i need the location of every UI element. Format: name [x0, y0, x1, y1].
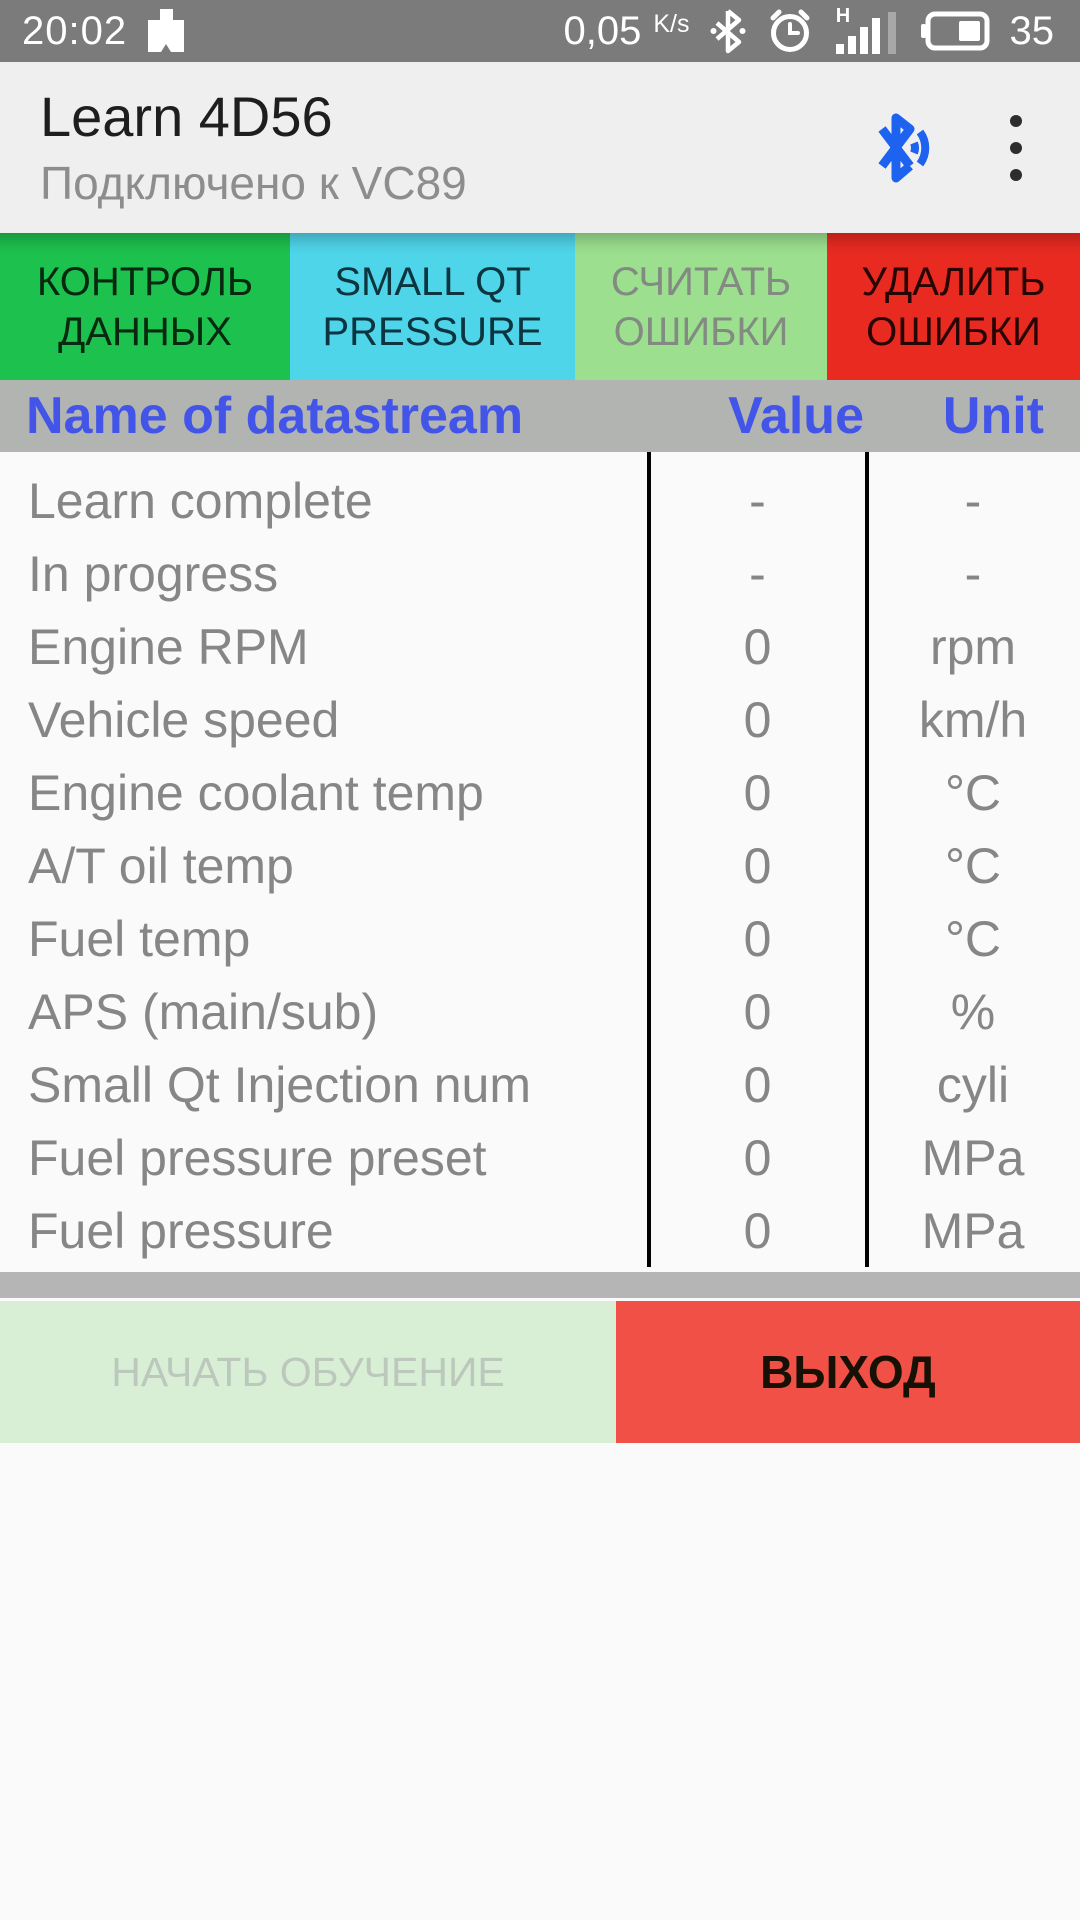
overflow-menu-button[interactable] — [1008, 105, 1024, 191]
column-divider — [647, 452, 651, 1267]
datastream-table-body: Learn complete - - In progress - - Engin… — [0, 452, 1080, 1267]
tab-bar: КОНТРОЛЬ ДАННЫХ SMALL QT PRESSURE СЧИТАТ… — [0, 233, 1080, 380]
datastream-value: - — [749, 545, 766, 602]
net-speed-unit: K/s — [653, 9, 690, 38]
column-divider — [865, 452, 869, 1267]
datastream-unit: °C — [944, 910, 1002, 967]
net-speed: 0,05 — [563, 8, 642, 53]
datastream-value: 0 — [743, 691, 772, 748]
tab-clear-errors[interactable]: УДАЛИТЬ ОШИБКИ — [827, 233, 1080, 380]
datastream-value: 0 — [743, 910, 772, 967]
signal-strength-icon: H — [835, 6, 896, 54]
table-header: Name of datastream Value Unit — [0, 380, 1080, 452]
exit-button[interactable]: ВЫХОД — [616, 1301, 1080, 1443]
table-row: Learn complete - - — [0, 464, 1080, 537]
connection-status: Подключено к VC89 — [40, 156, 467, 209]
datastream-unit: °C — [944, 837, 1002, 894]
datastream-unit: MPa — [921, 1129, 1025, 1186]
table-row: In progress - - — [0, 537, 1080, 610]
datastream-unit: cyli — [936, 1056, 1010, 1113]
table-row: APS (main/sub) 0 % — [0, 975, 1080, 1048]
datastream-unit: MPa — [921, 1202, 1025, 1259]
battery-percent: 35 — [1009, 8, 1055, 53]
datastream-name: Fuel temp — [28, 910, 251, 967]
datastream-unit: rpm — [929, 618, 1017, 675]
app-title: Learn 4D56 — [40, 84, 333, 148]
datastream-value: - — [749, 472, 766, 529]
datastream-value: 0 — [743, 1202, 772, 1259]
datastream-unit: °C — [944, 764, 1002, 821]
datastream-name: In progress — [28, 545, 279, 602]
app-bar: Learn 4D56 Подключено к VC89 — [0, 62, 1080, 233]
tab-read-errors[interactable]: СЧИТАТЬ ОШИБКИ — [575, 233, 827, 380]
datastream-name: Engine RPM — [28, 618, 309, 675]
table-row: Fuel pressure 0 MPa — [0, 1194, 1080, 1267]
table-row: Engine RPM 0 rpm — [0, 610, 1080, 683]
start-learning-button[interactable]: НАЧАТЬ ОБУЧЕНИЕ — [0, 1301, 616, 1443]
datastream-name: Vehicle speed — [28, 691, 340, 748]
datastream-unit: % — [950, 983, 996, 1040]
datastream-value: 0 — [743, 1129, 772, 1186]
alarm-clock-icon — [770, 9, 809, 52]
svg-text:H: H — [835, 6, 849, 27]
footer-separator — [0, 1272, 1080, 1298]
tab-data-monitor[interactable]: КОНТРОЛЬ ДАННЫХ — [0, 233, 290, 380]
datastream-name: Fuel pressure — [28, 1202, 334, 1259]
status-bar: 20:02 0,05 K/s H — [0, 0, 1080, 62]
datastream-value: 0 — [743, 764, 772, 821]
datastream-unit: - — [964, 472, 982, 529]
datastream-name: Engine coolant temp — [28, 764, 484, 821]
datastream-name: A/T oil temp — [28, 837, 294, 894]
footer-buttons: НАЧАТЬ ОБУЧЕНИЕ ВЫХОД — [0, 1301, 1080, 1443]
datastream-name: Learn complete — [28, 472, 373, 529]
bluetooth-icon — [710, 9, 745, 54]
datastream-value: 0 — [743, 983, 772, 1040]
datastream-name: Small Qt Injection num — [28, 1056, 531, 1113]
table-row: Fuel temp 0 °C — [0, 902, 1080, 975]
table-row: Engine coolant temp 0 °C — [0, 756, 1080, 829]
header-unit: Unit — [942, 387, 1044, 445]
battery-icon — [920, 11, 989, 51]
header-value: Value — [728, 387, 864, 445]
datastream-value: 0 — [743, 1056, 772, 1113]
table-row: Fuel pressure preset 0 MPa — [0, 1121, 1080, 1194]
table-row: A/T oil temp 0 °C — [0, 829, 1080, 902]
cleaner-icon — [148, 9, 185, 52]
table-row: Vehicle speed 0 km/h — [0, 683, 1080, 756]
datastream-value: 0 — [743, 618, 772, 675]
datastream-name: Fuel pressure preset — [28, 1129, 487, 1186]
datastream-name: APS (main/sub) — [28, 983, 379, 1040]
datastream-unit: km/h — [918, 691, 1028, 748]
status-time: 20:02 — [22, 8, 128, 53]
datastream-value: 0 — [743, 837, 772, 894]
table-row: Small Qt Injection num 0 cyli — [0, 1048, 1080, 1121]
tab-small-qt-pressure[interactable]: SMALL QT PRESSURE — [290, 233, 575, 380]
datastream-unit: - — [964, 545, 982, 602]
header-name: Name of datastream — [26, 387, 524, 445]
bluetooth-connected-icon[interactable] — [852, 102, 944, 194]
